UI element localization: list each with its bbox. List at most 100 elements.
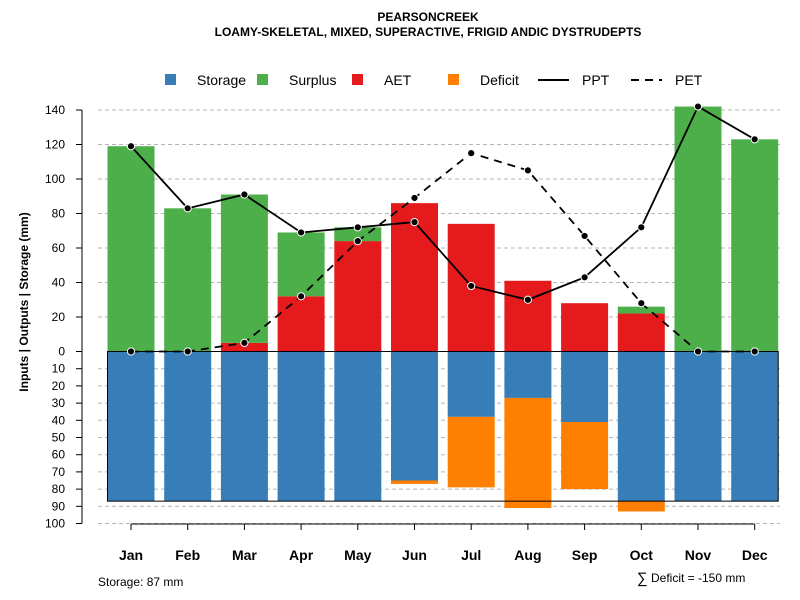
x-tick-label-mar: Mar [232,547,257,563]
y-lower-tick-label-100: 100 [45,517,65,531]
bar-storage-apr [277,351,325,502]
bar-deficit-jun [391,480,438,484]
pet-point-sep [580,231,589,241]
legend-swatch-surplus [257,74,268,85]
bar-deficit-jul [447,416,495,488]
axes: 0 20 40 60 80 100 120 140 10 20 30 40 50 60 70 80 90 100 J… [45,103,768,563]
y-upper-tick-label-0: 0 [58,345,65,359]
ppt-point-mar [240,190,249,199]
bar-storage-aug [504,351,552,398]
legend-label-surplus: Surplus [289,72,336,88]
ppt-point-sep [580,273,589,282]
y-upper-tick-label-140: 140 [45,103,65,117]
x-tick-label-apr: Apr [289,547,314,563]
y-upper-tick-label-80: 80 [52,207,66,221]
chart-subtitle: LOAMY-SKELETAL, MIXED, SUPERACTIVE, FRIG… [215,25,642,39]
bar-aet-aug [504,280,552,352]
y-lower-tick-label-70: 70 [52,465,66,479]
ppt-point-oct [637,223,646,232]
x-tick-label-jan: Jan [119,547,143,563]
x-tick-label-dec: Dec [742,547,768,563]
y-upper-tick-label-100: 100 [45,172,65,186]
legend-label-ppt: PPT [582,72,610,88]
bar-aet-may [334,241,382,352]
y-lower-tick-label-50: 50 [52,431,66,445]
bar-aet-apr [277,296,325,352]
x-tick-label-aug: Aug [514,547,541,563]
bar-surplus-apr [277,232,325,297]
bar-storage-mar [220,351,268,502]
pet-point-may [353,237,362,246]
bar-surplus-may [334,227,382,242]
bar-aet-oct [617,313,665,352]
x-tick-label-nov: Nov [685,547,712,563]
bar-surplus-nov [674,106,722,352]
series-lines [126,102,759,356]
y-lower-tick-label-90: 90 [52,499,66,513]
bars [107,106,779,512]
y-upper-tick-label-40: 40 [52,276,66,290]
ppt-point-dec [750,135,759,144]
legend-label-pet: PET [675,72,703,88]
bar-surplus-jan [107,146,155,352]
bar-storage-sep [561,351,609,423]
legend-swatch-storage [165,74,176,85]
bar-storage-jun [391,351,438,481]
pet-point-oct [637,299,646,308]
y-lower-tick-label-20: 20 [52,379,66,393]
pet-point-mar [240,338,249,347]
x-tick-label-may: May [344,547,371,563]
bar-storage-dec [731,351,779,502]
bar-aet-jun [391,203,438,352]
bar-aet-mar [220,342,268,352]
y-lower-tick-label-30: 30 [52,396,66,410]
bar-surplus-mar [220,194,268,343]
ppt-point-jul [467,281,476,291]
ppt-point-apr [297,228,306,237]
y-lower-tick-label-40: 40 [52,413,66,427]
pet-point-dec [750,347,759,356]
legend-swatch-deficit [448,74,459,85]
legend-label-deficit: Deficit [480,72,519,88]
x-tick-label-jul: Jul [461,547,481,563]
bar-deficit-oct [617,501,665,512]
legend-swatch-aet [352,74,363,85]
legend: Storage Surplus AET Deficit PPT PET [165,72,703,88]
bar-deficit-aug [504,397,552,509]
bar-storage-nov [674,351,722,502]
pet-point-jan [126,347,136,356]
x-tick-label-feb: Feb [175,547,200,563]
ppt-point-aug [523,295,533,304]
legend-label-storage: Storage [197,72,246,88]
bar-storage-jan [107,351,155,502]
bar-surplus-feb [164,208,212,352]
storage-capacity-outline [107,351,779,502]
x-tick-label-oct: Oct [630,547,654,563]
pet-point-nov [693,347,703,356]
chart-title: PEARSONCREEK [377,10,479,24]
storage-note: Storage: 87 mm [98,575,183,589]
deficit-sum-symbol: ∑ [637,570,648,587]
ppt-point-jun [410,218,419,227]
y-upper-tick-label-120: 120 [45,138,65,152]
bar-storage-may [334,351,382,502]
ppt-point-may [353,223,362,232]
pet-line [131,152,755,353]
bar-aet-sep [561,303,609,352]
pet-point-apr [297,292,306,301]
y-upper-tick-label-60: 60 [52,241,66,255]
y-lower-tick-label-60: 60 [52,448,66,462]
ppt-point-nov [693,102,703,111]
y-upper-tick-label-20: 20 [52,310,66,324]
x-tick-label-sep: Sep [572,547,598,563]
legend-label-aet: AET [384,72,412,88]
pet-point-jul [467,149,476,158]
bar-deficit-sep [561,422,609,490]
pet-point-aug [523,166,533,175]
bar-storage-oct [617,351,665,502]
pet-point-jun [410,193,419,203]
x-tick-label-jun: Jun [402,547,427,563]
bar-surplus-dec [731,139,779,352]
deficit-note: Deficit = -150 mm [651,571,745,585]
